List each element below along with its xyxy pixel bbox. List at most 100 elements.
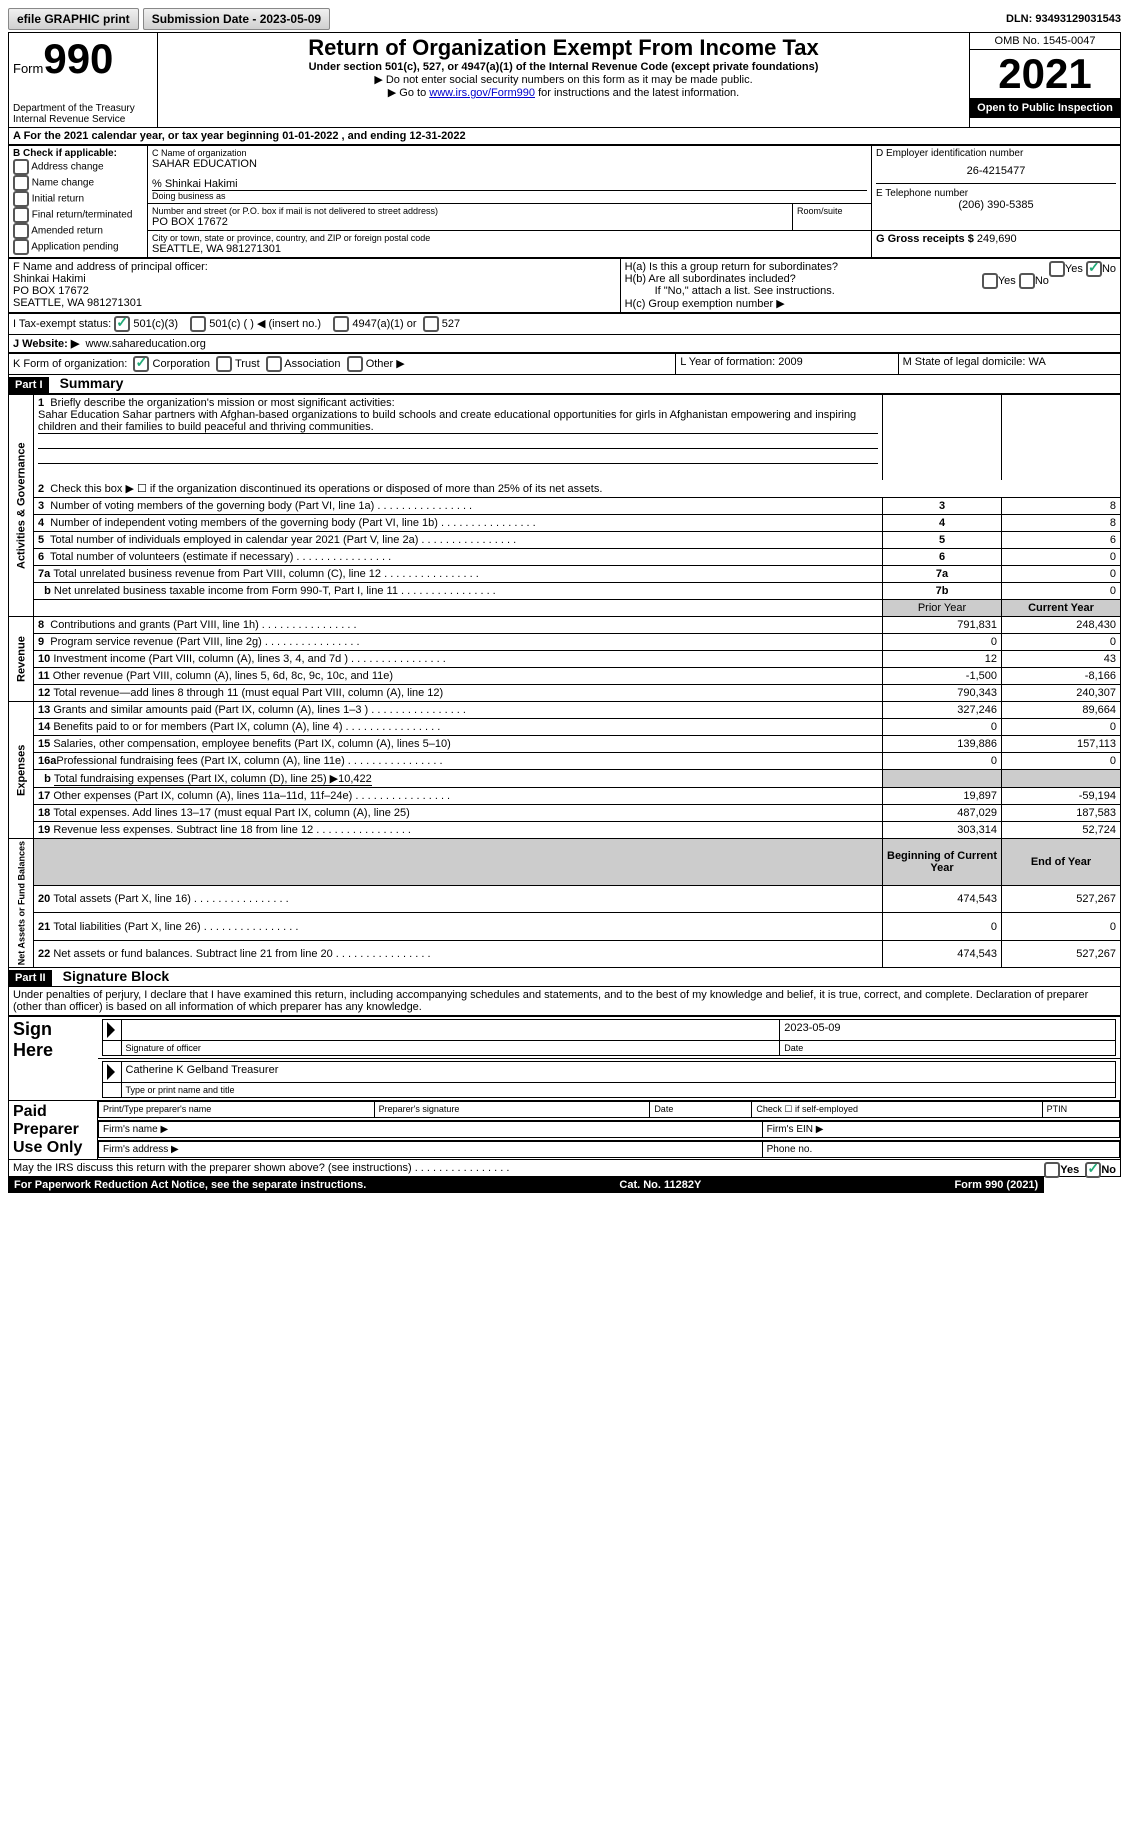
- box-b-label: B Check if applicable:: [13, 148, 117, 159]
- firm-addr-label: Firm's address ▶: [99, 1141, 763, 1157]
- cb-trust[interactable]: [216, 356, 232, 372]
- open-inspection: Open to Public Inspection: [970, 98, 1120, 118]
- cb-4947[interactable]: [333, 316, 349, 332]
- org-form-info: K Form of organization: Corporation Trus…: [8, 353, 1121, 375]
- dln: DLN: 93493129031543: [1006, 13, 1121, 25]
- prior-year-header: Prior Year: [883, 600, 1002, 617]
- state-domicile: WA: [1029, 356, 1046, 368]
- street-address: PO BOX 17672: [152, 216, 788, 228]
- cb-final-return[interactable]: [13, 207, 29, 223]
- cb-hb-no[interactable]: [1019, 273, 1035, 289]
- vert-expenses: Expenses: [9, 702, 34, 839]
- firm-name-label: Firm's name ▶: [99, 1121, 763, 1137]
- city-label: City or town, state or province, country…: [152, 233, 867, 243]
- form-title: Return of Organization Exempt From Incom…: [162, 35, 965, 61]
- mission-text: Sahar Education Sahar partners with Afgh…: [38, 409, 878, 434]
- cb-discuss-yes[interactable]: [1044, 1162, 1060, 1178]
- officer-addr2: SEATTLE, WA 981271301: [13, 297, 616, 309]
- website-url: www.sahareducation.org: [85, 338, 205, 350]
- prep-date-label: Date: [650, 1102, 752, 1118]
- part1-table: Activities & Governance 1 Briefly descri…: [8, 394, 1121, 968]
- ein: 26-4215477: [876, 165, 1116, 177]
- form-label: Form: [13, 61, 43, 76]
- omb-number: OMB No. 1545-0047: [970, 33, 1120, 50]
- signature-table: Sign Here 2023-05-09 Signature of office…: [8, 1016, 1121, 1160]
- cb-501c[interactable]: [190, 316, 206, 332]
- irs-link[interactable]: www.irs.gov/Form990: [429, 87, 535, 99]
- cb-initial-return[interactable]: [13, 191, 29, 207]
- part1-header: Part I: [9, 377, 49, 393]
- prep-name-label: Print/Type preparer's name: [99, 1102, 375, 1118]
- hb-label: H(b) Are all subordinates included? Yes …: [625, 273, 1116, 285]
- box-f-label: F Name and address of principal officer:: [13, 261, 616, 273]
- dba-label: Doing business as: [152, 191, 867, 201]
- officer-printed: Catherine K Gelband Treasurer: [121, 1062, 1116, 1083]
- end-year-header: End of Year: [1002, 839, 1121, 886]
- top-bar: efile GRAPHIC print Submission Date - 20…: [8, 8, 1121, 30]
- firm-phone-label: Phone no.: [762, 1141, 1119, 1157]
- gross-receipts: 249,690: [977, 233, 1017, 245]
- line1-label: Briefly describe the organization's miss…: [50, 397, 394, 409]
- part2-header: Part II: [9, 970, 52, 986]
- cb-ha-yes[interactable]: [1049, 261, 1065, 277]
- footer: For Paperwork Reduction Act Notice, see …: [8, 1177, 1044, 1193]
- prep-sig-label: Preparer's signature: [374, 1102, 650, 1118]
- cb-ha-no[interactable]: [1086, 261, 1102, 277]
- cb-address-change[interactable]: [13, 159, 29, 175]
- cb-corp[interactable]: [133, 356, 149, 372]
- discuss-line: May the IRS discuss this return with the…: [8, 1160, 1121, 1177]
- cb-527[interactable]: [423, 316, 439, 332]
- part1-title: Summary: [52, 375, 124, 391]
- dept-treasury: Department of the Treasury: [13, 103, 153, 114]
- line16b: Total fundraising expenses (Part IX, col…: [54, 773, 372, 786]
- type-name-label: Type or print name and title: [121, 1083, 1116, 1098]
- paperwork-notice: For Paperwork Reduction Act Notice, see …: [14, 1179, 366, 1191]
- current-year-header: Current Year: [1002, 600, 1121, 617]
- tax-period: A For the 2021 calendar year, or tax yea…: [8, 128, 1121, 145]
- declaration: Under penalties of perjury, I declare th…: [8, 987, 1121, 1016]
- phone: (206) 390-5385: [876, 199, 1116, 211]
- ha-label: H(a) Is this a group return for subordin…: [625, 261, 1116, 273]
- vert-assets: Net Assets or Fund Balances: [9, 839, 34, 968]
- cb-name-change[interactable]: [13, 175, 29, 191]
- cb-discuss-no[interactable]: [1085, 1162, 1101, 1178]
- addr-label: Number and street (or P.O. box if mail i…: [152, 206, 788, 216]
- arrow-icon: [107, 1064, 115, 1080]
- part2-title: Signature Block: [55, 968, 170, 984]
- box-l-label: L Year of formation:: [680, 356, 775, 368]
- cb-amended[interactable]: [13, 223, 29, 239]
- form-footer: Form 990 (2021): [954, 1179, 1038, 1191]
- city-state-zip: SEATTLE, WA 981271301: [152, 243, 867, 255]
- entity-info: B Check if applicable: Address change Na…: [8, 145, 1121, 258]
- sig-officer-label: Signature of officer: [121, 1041, 780, 1056]
- officer-addr1: PO BOX 17672: [13, 285, 616, 297]
- cb-hb-yes[interactable]: [982, 273, 998, 289]
- irs-label: Internal Revenue Service: [13, 114, 153, 125]
- cb-assoc[interactable]: [266, 356, 282, 372]
- cat-number: Cat. No. 11282Y: [619, 1179, 701, 1191]
- officer-group-info: F Name and address of principal officer:…: [8, 258, 1121, 313]
- submission-date: Submission Date - 2023-05-09: [143, 8, 330, 30]
- form-subtitle: Under section 501(c), 527, or 4947(a)(1)…: [162, 61, 965, 73]
- cb-other[interactable]: [347, 356, 363, 372]
- cb-501c3[interactable]: [114, 316, 130, 332]
- note-website: ▶ Go to www.irs.gov/Form990 for instruct…: [162, 86, 965, 99]
- beg-year-header: Beginning of Current Year: [883, 839, 1002, 886]
- vert-revenue: Revenue: [9, 617, 34, 702]
- box-c-label: C Name of organization: [152, 148, 867, 158]
- form-header: Form990 Department of the Treasury Inter…: [8, 32, 1121, 128]
- cb-app-pending[interactable]: [13, 239, 29, 255]
- hc-label: H(c) Group exemption number ▶: [625, 297, 1116, 310]
- box-k-label: K Form of organization:: [13, 358, 127, 370]
- room-suite-label: Room/suite: [793, 204, 872, 231]
- note-ssn: ▶ Do not enter social security numbers o…: [162, 73, 965, 86]
- arrow-icon: [107, 1022, 115, 1038]
- self-employed: Check ☐ if self-employed: [752, 1102, 1042, 1118]
- efile-button[interactable]: efile GRAPHIC print: [8, 8, 139, 30]
- tax-year: 2021: [970, 50, 1120, 98]
- org-name: SAHAR EDUCATION: [152, 158, 867, 170]
- vert-activities: Activities & Governance: [9, 395, 34, 617]
- date-label: Date: [780, 1041, 1116, 1056]
- box-e-label: E Telephone number: [876, 183, 1116, 199]
- ptin-label: PTIN: [1042, 1102, 1119, 1118]
